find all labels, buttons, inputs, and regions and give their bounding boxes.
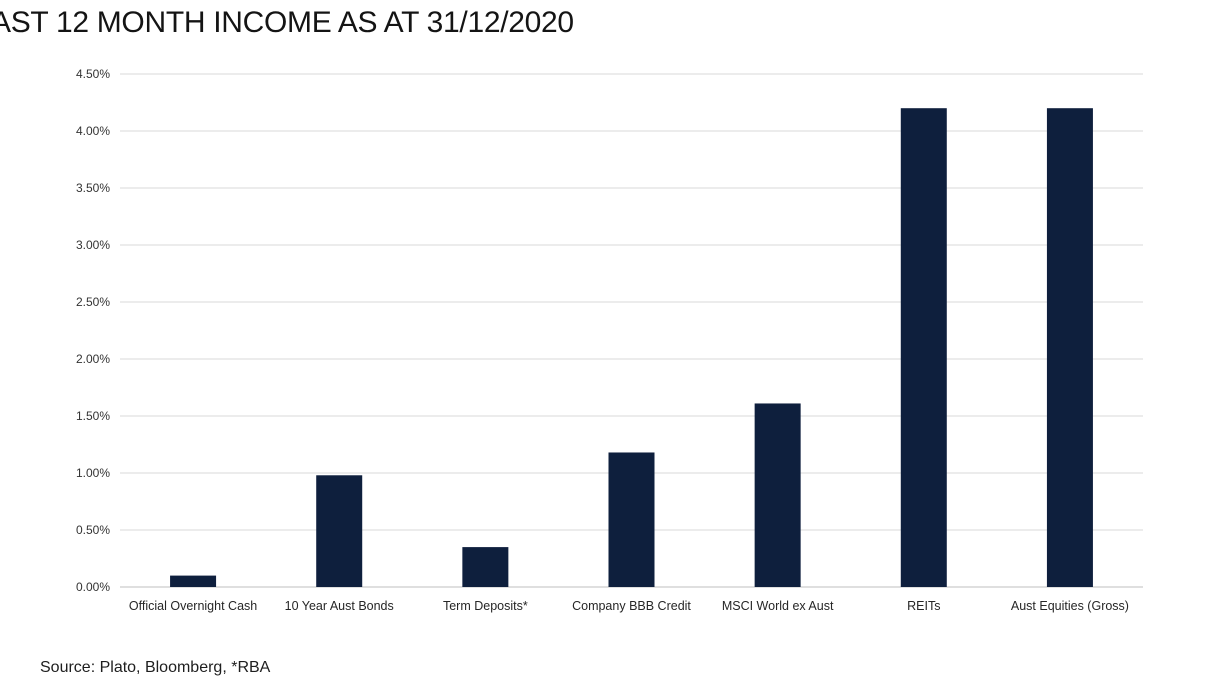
y-tick-label: 0.50% <box>76 523 110 537</box>
y-tick-label: 2.00% <box>76 352 110 366</box>
bar <box>608 452 655 587</box>
x-tick-label: Official Overnight Cash <box>129 599 257 613</box>
x-tick-label: REITs <box>907 599 940 613</box>
x-tick-label: 10 Year Aust Bonds <box>285 599 394 613</box>
y-tick-label: 0.00% <box>76 580 110 594</box>
bars <box>170 108 1093 587</box>
bar-chart: 0.00% 0.50% 1.00% 1.50% 2.00% 2.50% 3.00% 3.50%… <box>76 67 1143 613</box>
y-axis-ticks: 0.00% 0.50% 1.00% 1.50% 2.00% 2.50% 3.00% 3.50%… <box>76 67 110 594</box>
y-tick-label: 4.50% <box>76 67 110 81</box>
y-tick-label: 4.00% <box>76 124 110 138</box>
bar <box>462 547 509 587</box>
bar <box>1046 108 1093 587</box>
x-axis-labels: Official Overnight Cash 10 Year Aust Bond… <box>129 599 1129 613</box>
x-tick-label: Company BBB Credit <box>572 599 691 613</box>
y-tick-label: 1.50% <box>76 409 110 423</box>
chart-title: AST 12 MONTH INCOME AS AT 31/12/2020 <box>0 6 574 39</box>
y-tick-label: 3.00% <box>76 238 110 252</box>
bar <box>316 475 363 587</box>
source-note: Source: Plato, Bloomberg, *RBA <box>40 659 271 676</box>
x-tick-label: MSCI World ex Aust <box>722 599 834 613</box>
y-tick-label: 2.50% <box>76 295 110 309</box>
bar <box>900 108 947 587</box>
x-tick-label: Term Deposits* <box>443 599 528 613</box>
bar <box>170 575 217 587</box>
bar <box>754 403 801 587</box>
y-tick-label: 3.50% <box>76 181 110 195</box>
y-tick-label: 1.00% <box>76 466 110 480</box>
x-tick-label: Aust Equities (Gross) <box>1011 599 1129 613</box>
